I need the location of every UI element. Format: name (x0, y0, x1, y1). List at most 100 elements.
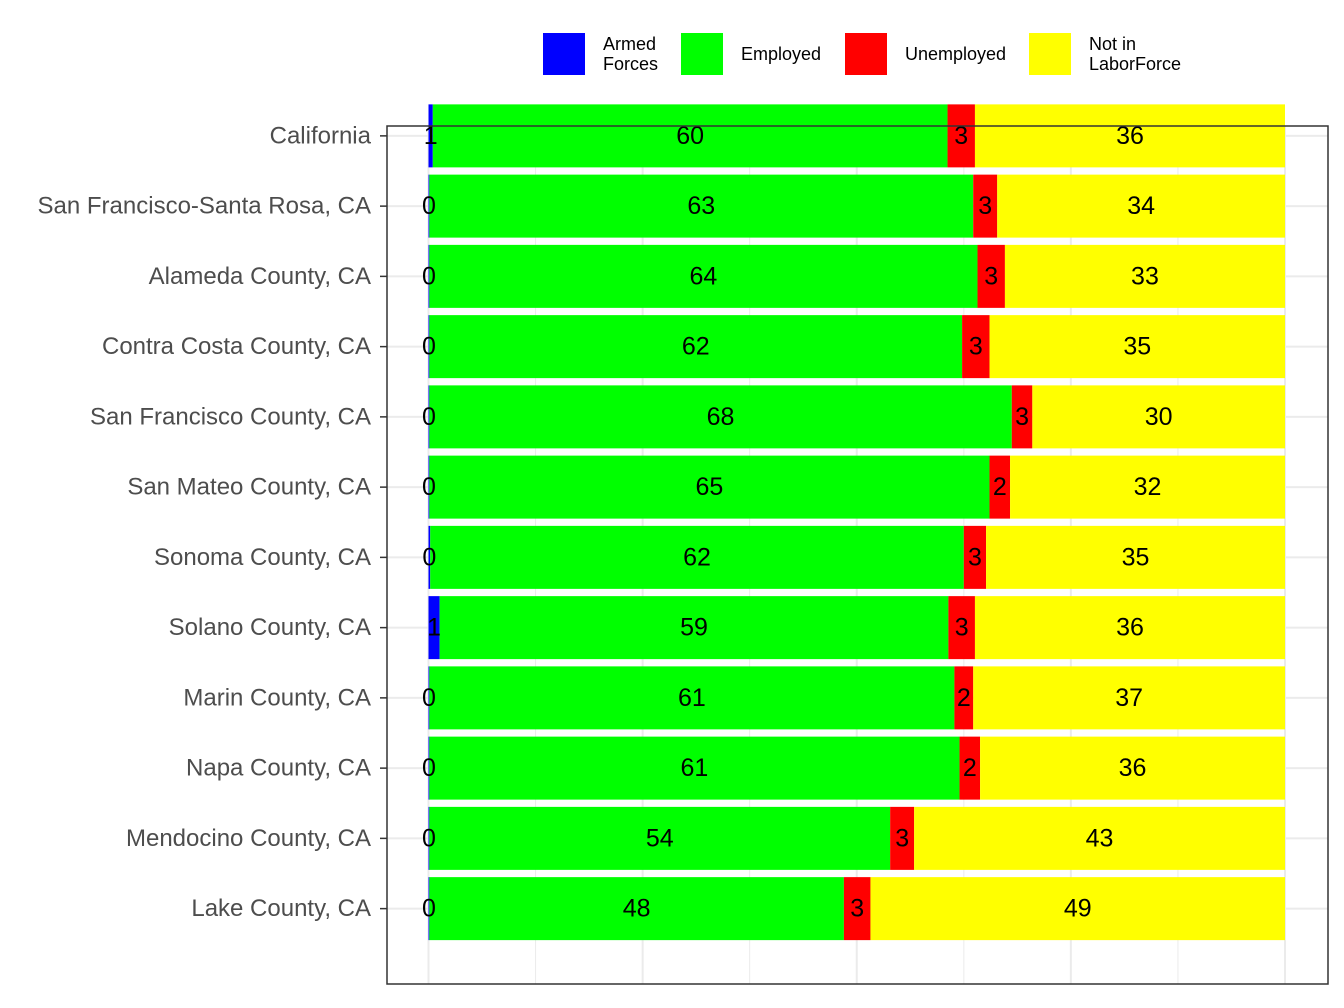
bar-segment-unemployed (977, 244, 1005, 308)
data-label: 1 (424, 122, 438, 150)
bar-segment-unemployed (1011, 385, 1033, 449)
y-tick-label: Contra Costa County, CA (102, 333, 371, 360)
data-label: 36 (1116, 614, 1144, 642)
bar-segment-unemployed (947, 104, 975, 168)
data-label: 63 (687, 192, 715, 220)
data-label: 62 (682, 333, 710, 361)
y-tick-label: Mendocino County, CA (126, 825, 371, 852)
bar-segment-employed (429, 666, 955, 730)
y-tick-label: San Mateo County, CA (127, 474, 371, 501)
legend-label-not-in-laborforce: Not in LaborForce (1089, 34, 1181, 74)
y-tick-label: California (270, 122, 372, 149)
data-label: 0 (422, 543, 436, 571)
data-label: 0 (422, 895, 436, 923)
data-label: 3 (984, 262, 998, 290)
legend-label-armed-forces: Armed Forces (603, 34, 658, 74)
data-label: 33 (1131, 262, 1159, 290)
legend-label-employed: Employed (741, 44, 821, 64)
bar-segment-armed-forces (428, 104, 433, 168)
data-label: 48 (623, 895, 651, 923)
bar-segment-unemployed (959, 736, 981, 800)
bar-segment-armed-forces (428, 525, 431, 589)
bar-segment-not-in-laborforce (870, 877, 1285, 941)
bar-segment-unemployed (963, 525, 987, 589)
bar-segment-not-in-laborforce (1004, 244, 1285, 308)
y-tick-label: Solano County, CA (169, 614, 371, 641)
bar-segment-armed-forces (428, 596, 440, 660)
data-label: 59 (680, 614, 708, 642)
bar-segment-not-in-laborforce (914, 806, 1285, 870)
data-label: 0 (422, 824, 436, 852)
data-label: 2 (957, 684, 971, 712)
bar-segment-unemployed (948, 596, 975, 660)
legend-key-employed (681, 33, 723, 75)
data-label: 3 (850, 895, 864, 923)
data-label: 3 (978, 192, 992, 220)
data-label: 2 (963, 754, 977, 782)
data-label: 68 (707, 403, 735, 431)
bar-segment-employed (432, 104, 948, 168)
bar-segment-employed (429, 244, 978, 308)
data-label: 61 (678, 684, 706, 712)
data-label: 43 (1086, 824, 1114, 852)
y-tick-label: Napa County, CA (186, 755, 371, 782)
data-label: 0 (422, 192, 436, 220)
data-label: 65 (696, 473, 724, 501)
legend-key-armed-forces (543, 33, 585, 75)
bar-segment-employed (430, 525, 964, 589)
data-label: 0 (422, 262, 436, 290)
data-label: 34 (1127, 192, 1155, 220)
panel-border (386, 125, 1329, 985)
data-label: 64 (690, 262, 718, 290)
data-label: 49 (1064, 895, 1092, 923)
bar-segment-employed (429, 455, 990, 519)
data-label: 37 (1115, 684, 1143, 712)
legend: Armed Forces Employed Unemployed Not in Labor… (543, 33, 1181, 75)
bars (428, 104, 1285, 941)
bar-segment-employed (429, 806, 891, 870)
legend-label-unemployed: Unemployed (905, 44, 1006, 64)
y-tick-label: Lake County, CA (191, 895, 371, 922)
data-label: 36 (1119, 754, 1147, 782)
bar-segment-employed (429, 174, 974, 238)
data-label: 3 (895, 824, 909, 852)
data-label: 3 (954, 122, 968, 150)
bar-segment-armed-forces (428, 455, 430, 519)
bar-segment-not-in-laborforce (986, 525, 1285, 589)
bar-segment-not-in-laborforce (974, 596, 1285, 660)
bar-segment-not-in-laborforce (989, 315, 1285, 379)
data-label: 35 (1123, 333, 1151, 361)
bar-segment-unemployed (843, 877, 871, 941)
y-tick-label: San Francisco County, CA (90, 403, 371, 430)
data-label: 3 (969, 333, 983, 361)
legend-key-not-in-laborforce (1029, 33, 1071, 75)
data-label: 3 (1015, 403, 1029, 431)
data-label: 54 (646, 824, 674, 852)
bar-segment-not-in-laborforce (974, 104, 1285, 168)
bar-segment-employed (439, 596, 949, 660)
data-label: 3 (955, 614, 969, 642)
bar-segment-armed-forces (428, 174, 430, 238)
data-label: 0 (422, 473, 436, 501)
bar-segment-employed (429, 385, 1012, 449)
bar-segment-unemployed (989, 455, 1011, 519)
bar-segment-armed-forces (428, 877, 430, 941)
bar-segment-employed (429, 877, 844, 941)
bar-segment-unemployed (962, 315, 990, 379)
data-label: 2 (993, 473, 1007, 501)
bar-segment-unemployed (973, 174, 998, 238)
y-tick-label: San Francisco-Santa Rosa, CA (38, 193, 371, 220)
bar-segment-unemployed (890, 806, 915, 870)
y-tick-label: Marin County, CA (183, 684, 371, 711)
data-label: 0 (422, 684, 436, 712)
bar-labels: 1 60 3 360 63 3 340 64 3 330 62 3 350 68 3 300 65 2 320 62 3… (422, 122, 1173, 923)
y-axis: California San Francisco-Santa Rosa, CA Al… (38, 122, 387, 922)
bar-segment-armed-forces (428, 385, 430, 449)
data-label: 62 (683, 543, 711, 571)
y-tick-label: Alameda County, CA (149, 263, 371, 290)
bar-segment-not-in-laborforce (997, 174, 1285, 238)
bar-segment-employed (429, 315, 963, 379)
bar-segment-unemployed (954, 666, 974, 730)
